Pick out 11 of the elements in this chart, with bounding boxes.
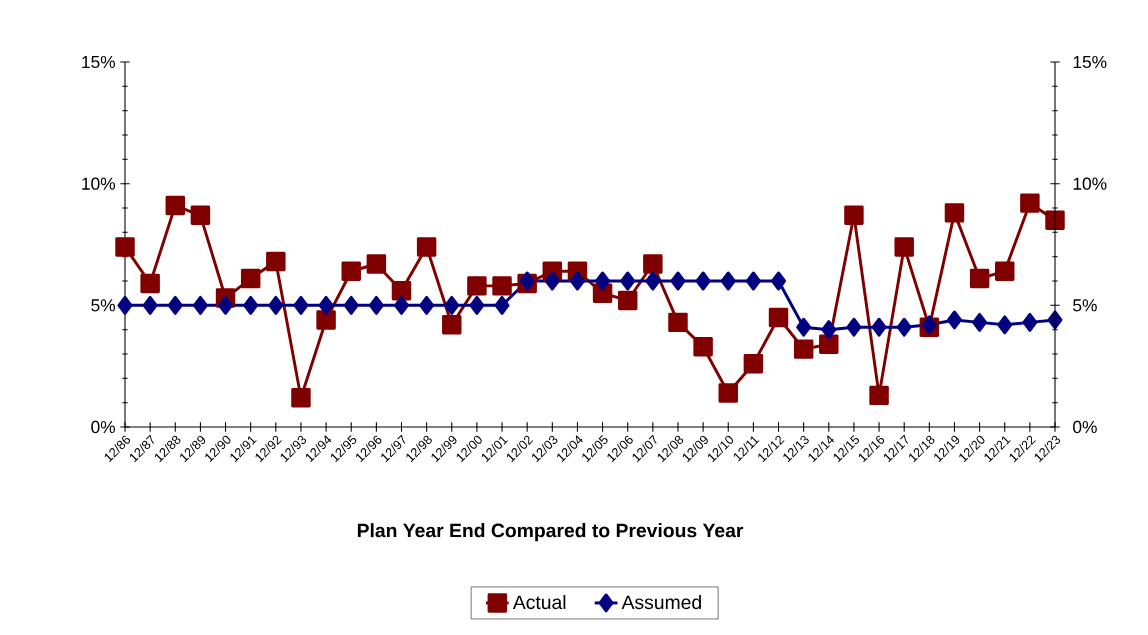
y2-tick-label: 5% bbox=[1073, 299, 1097, 312]
y2-tick-label: 15% bbox=[1073, 55, 1107, 69]
y-tick-label: 5% bbox=[91, 299, 116, 312]
legend-label: Actual bbox=[512, 594, 566, 610]
y-tick-label: 15% bbox=[82, 55, 116, 69]
x-axis-title: Plan Year End Compared to Previous Year bbox=[357, 523, 744, 542]
y2-tick-label: 0% bbox=[1073, 420, 1097, 434]
y-tick-label: 10% bbox=[82, 177, 116, 190]
y2-tick-label: 10% bbox=[1073, 177, 1107, 190]
legend-label: Assumed bbox=[621, 594, 701, 610]
y-tick-label: 0% bbox=[91, 420, 116, 434]
